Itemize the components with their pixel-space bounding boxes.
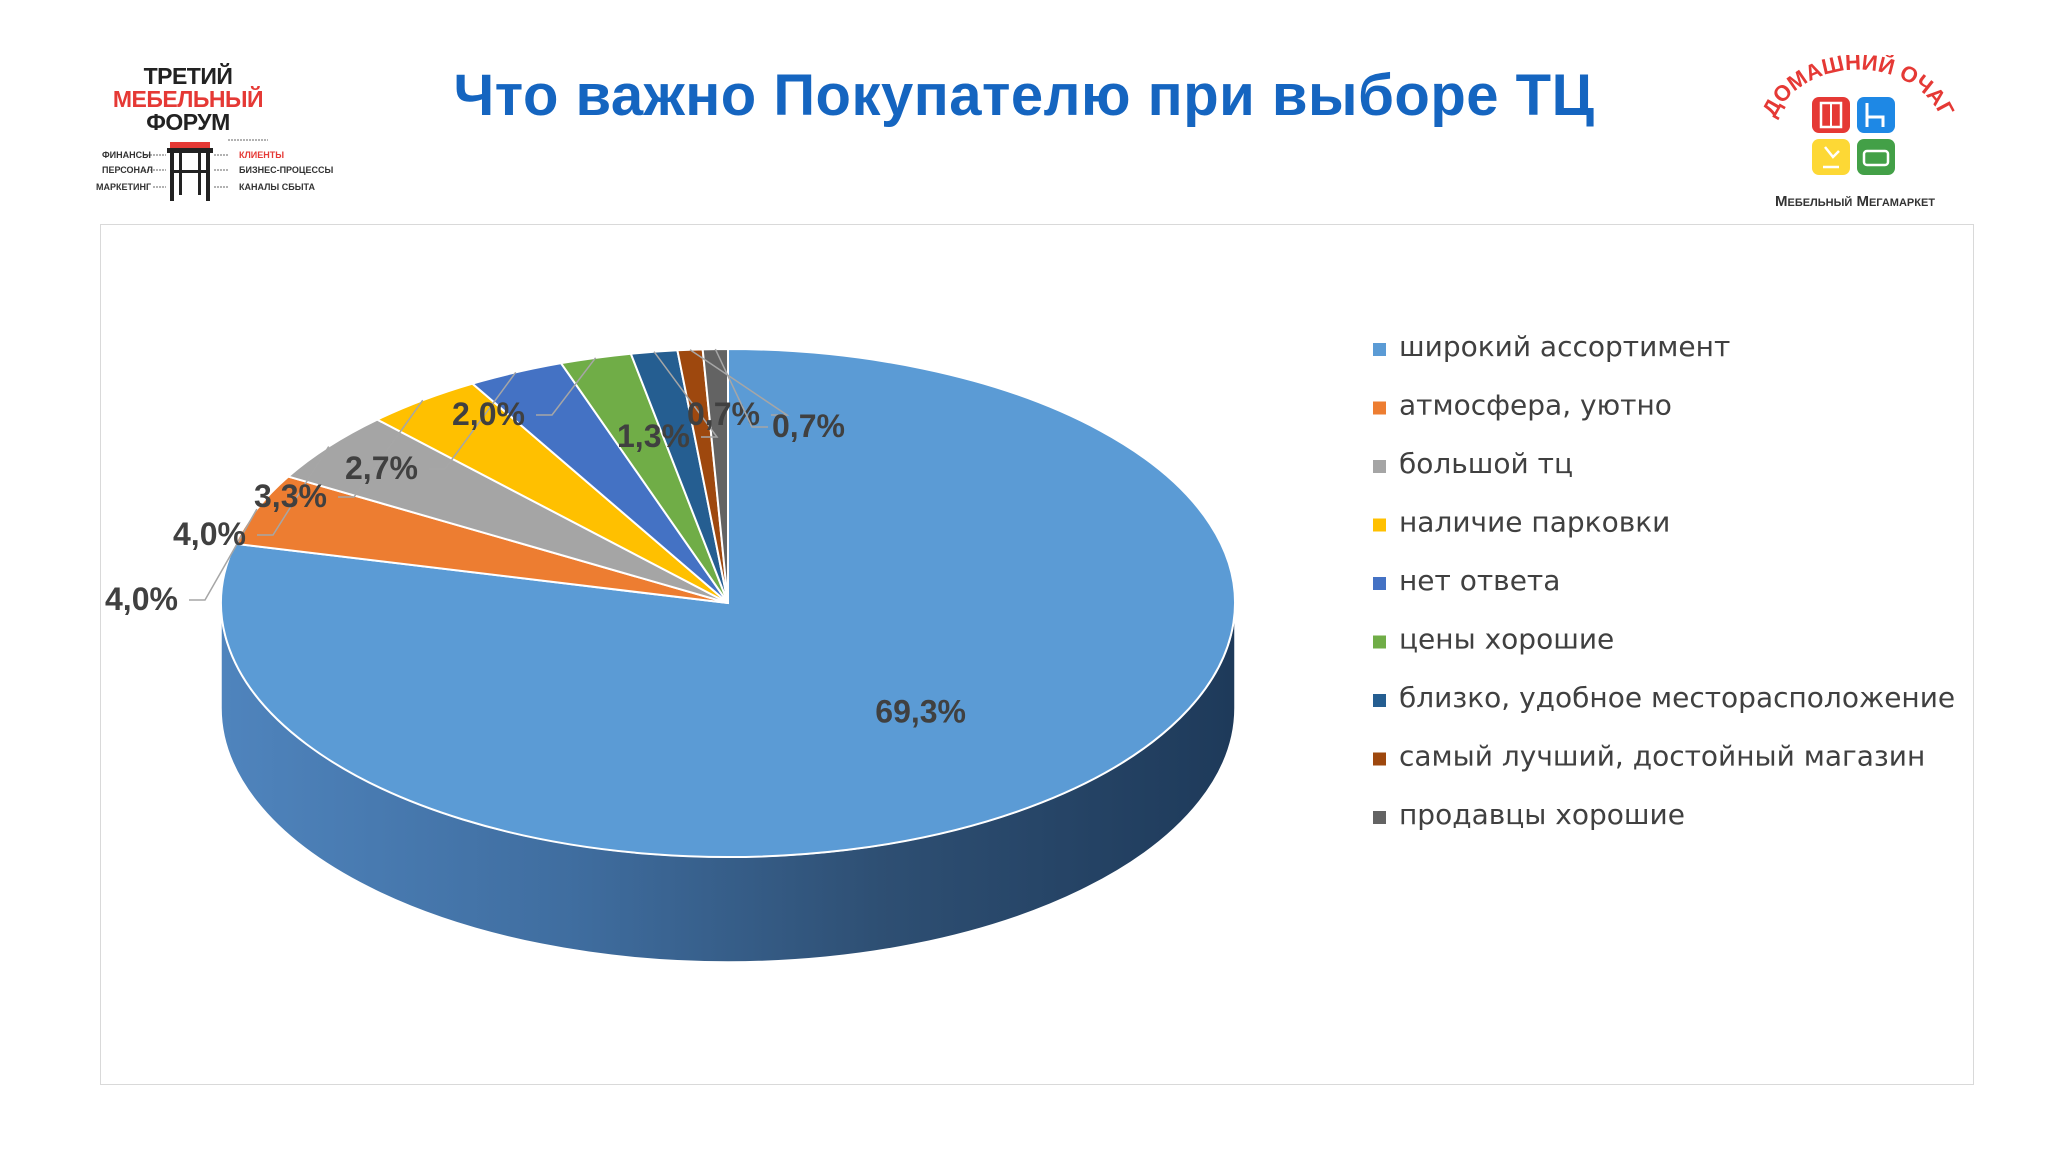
forum-logo-line3: ФОРУМ [146, 109, 230, 135]
data-label-9: 0,7% [772, 408, 845, 444]
legend-label-6: цены хорошие [1399, 623, 1614, 656]
store-logo: ДОМАШНИЙ ОЧАГ Мебельный Мегамаркет [1745, 55, 1965, 220]
legend-swatch-5 [1373, 577, 1386, 590]
leader-line-8 [689, 349, 790, 416]
legend-label-3: большой тц [1399, 447, 1573, 480]
legend-swatch-7 [1373, 694, 1386, 707]
chart-frame: 69,3% 4,0% 4,0% 3,3% 2,7% 2,0% 1,3% 0,7% 0,7% ши… [100, 224, 1974, 1085]
legend-swatch-1 [1373, 343, 1386, 356]
legend-label-9: продавцы хорошие [1399, 798, 1685, 831]
leader-line-6 [536, 357, 597, 416]
leader-line-7 [653, 351, 719, 438]
forum-logo-right-item-1: КЛИЕНТЫ [239, 150, 285, 160]
legend-label-2: атмосфера, уютно [1399, 389, 1672, 422]
leader-line-9 [714, 348, 768, 428]
forum-logo-left-item-2: ПЕРСОНАЛ [102, 165, 153, 175]
legend-label-8: самый лучший, достойный магазин [1399, 740, 1925, 773]
legend-label-7: близко, удобное месторасположение [1399, 681, 1955, 714]
data-label-2: 4,0% [105, 581, 178, 617]
pie-chart: 69,3%4,0%4,0%3,3%2,7%2,0%1,3%0,7% 0,7% ши… [105, 330, 1955, 963]
legend-swatch-2 [1373, 401, 1386, 415]
data-labels: 69,3%4,0%4,0%3,3%2,7%2,0%1,3%0,7% 0,7% [105, 348, 966, 730]
leader-line-3 [257, 446, 330, 536]
legend-swatch-6 [1373, 635, 1386, 649]
data-label-8: 0,7% [687, 396, 760, 432]
lamp-icon [1812, 139, 1850, 175]
pie-layer [220, 347, 1236, 963]
chart-legend: широкий ассортимент атмосфера, уютно больш… [1373, 330, 1955, 831]
forum-logo-right-item-2: БИЗНЕС-ПРОЦЕССЫ [239, 165, 334, 175]
sofa-icon [1857, 139, 1895, 175]
data-label-7: 1,3% [617, 418, 690, 454]
legend-swatch-3 [1373, 460, 1386, 473]
legend-swatch-8 [1373, 752, 1386, 766]
forum-logo-left-item-3: МАРКЕТИНГ [96, 182, 152, 192]
legend-swatch-9 [1373, 811, 1386, 824]
legend-label-4: наличие парковки [1399, 506, 1670, 539]
forum-logo-line1: ТРЕТИЙ [143, 63, 233, 89]
legend-label-1: широкий ассортимент [1399, 330, 1730, 363]
slide-title: Что важно Покупателю при выборе ТЦ [453, 63, 1595, 128]
chair-icon [1857, 97, 1895, 133]
leader-line-5 [429, 371, 517, 470]
pie-slice-9 [701, 347, 729, 604]
leader-line-2 [189, 508, 258, 601]
data-label-5: 2,7% [345, 450, 418, 486]
stool-icon [144, 139, 268, 201]
data-label-1: 69,3% [875, 694, 966, 730]
forum-logo-line2: МЕБЕЛЬНЫЙ [112, 86, 264, 112]
forum-logo: ТРЕТИЙ МЕБЕЛЬНЫЙ ФОРУМ ФИНАНСЫ ПЕРСОНАЛ … [88, 60, 338, 210]
forum-logo-right-item-3: КАНАЛЫ СБЫТА [239, 182, 315, 192]
data-label-4: 3,3% [254, 478, 327, 514]
data-label-3: 4,0% [173, 516, 246, 552]
legend-swatch-4 [1373, 518, 1386, 532]
store-logo-tagline: Мебельный Мегамаркет [1774, 193, 1936, 210]
leader-line-4 [338, 399, 424, 498]
data-label-6: 2,0% [452, 396, 525, 432]
store-logo-emblem: ДОМАШНИЙ ОЧАГ [1757, 55, 1959, 175]
forum-logo-left-item-1: ФИНАНСЫ [102, 150, 151, 160]
legend-label-5: нет ответа [1399, 564, 1560, 597]
